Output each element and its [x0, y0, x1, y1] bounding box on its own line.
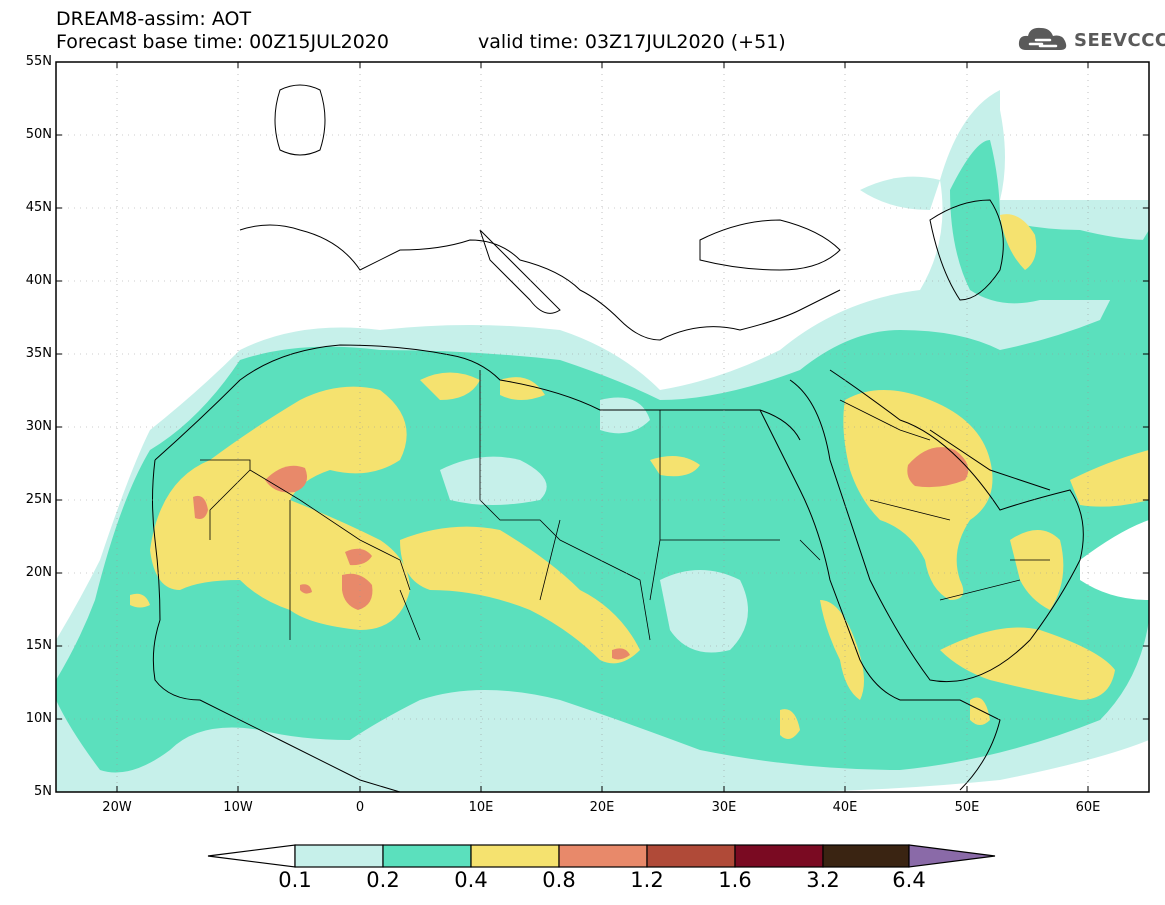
- lat-label: 25N: [25, 492, 52, 507]
- lon-label: 20E: [589, 800, 615, 815]
- colorbar-label: 0.1: [278, 868, 312, 892]
- lon-label: 20W: [102, 800, 132, 815]
- lon-label: 50E: [954, 800, 980, 815]
- colorbar-bin-0.4-0.8: [470, 844, 560, 868]
- colorbar-label: 0.4: [454, 868, 488, 892]
- aot-region-0.8-1.2: [265, 465, 308, 493]
- lon-label: 30E: [711, 800, 737, 815]
- lat-label: 15N: [25, 638, 52, 653]
- grid-lines: [56, 62, 1149, 792]
- lat-label: 40N: [25, 273, 52, 288]
- colorbar-bin-0.1-0.2: [294, 844, 384, 868]
- chart-title: DREAM8-assim: AOT: [56, 8, 252, 30]
- colorbar-label: 1.2: [630, 868, 664, 892]
- forecast-base-time: Forecast base time: 00Z15JUL2020: [56, 31, 389, 53]
- coastline-west-africa: [152, 459, 401, 792]
- lat-label: 5N: [34, 784, 52, 799]
- coastline-italy: [479, 229, 561, 314]
- colorbar-bin-1.2-1.6: [646, 844, 736, 868]
- cloud-icon: [1018, 27, 1067, 50]
- valid-time: valid time: 03Z17JUL2020 (+51): [478, 31, 786, 53]
- colorbar-label: 0.2: [366, 868, 400, 892]
- colorbar-arrow-right: [908, 844, 996, 868]
- coastline-horn-africa: [900, 699, 1001, 791]
- border-lines: [200, 370, 1050, 641]
- colorbar: [207, 844, 996, 868]
- coastline-britain: [274, 84, 326, 156]
- lon-label: 40E: [832, 800, 858, 815]
- coastline-north-africa: [154, 344, 801, 461]
- lat-label: 50N: [25, 127, 52, 142]
- aot-region-0.2-0.4: [56, 230, 1149, 773]
- colorbar-label: 0.8: [542, 868, 576, 892]
- aot-region-0.4-0.8: [150, 386, 410, 630]
- coastline-persian-gulf: [929, 429, 1051, 491]
- lon-label: 60E: [1075, 800, 1101, 815]
- lat-label: 35N: [25, 346, 52, 361]
- coastline-red-sea: [759, 409, 901, 701]
- colorbar-bin-3.2-6.4: [822, 844, 910, 868]
- lat-label: 30N: [25, 419, 52, 434]
- lon-label: 0: [355, 800, 365, 815]
- colorbar-label: 1.6: [718, 868, 752, 892]
- logo-text: SEEVCCC: [1074, 30, 1165, 51]
- lat-label: 45N: [25, 200, 52, 215]
- colorbar-bin-0.8-1.2: [558, 844, 648, 868]
- coastline-arabia: [789, 369, 1084, 683]
- lat-label: 10N: [25, 711, 52, 726]
- lat-label: 20N: [25, 565, 52, 580]
- coastline-europe: [239, 224, 841, 341]
- colorbar-arrow-left: [207, 844, 296, 868]
- colorbar-bin-0.2-0.4: [382, 844, 472, 868]
- lon-label: 10E: [468, 800, 494, 815]
- colorbar-bin-1.6-3.2: [734, 844, 824, 868]
- lon-label: 10W: [223, 800, 253, 815]
- lat-label: 55N: [25, 54, 52, 69]
- coastline-caspian: [929, 199, 1004, 301]
- colorbar-label: 6.4: [892, 868, 926, 892]
- axis-ticks: [56, 61, 1149, 793]
- seevccc-logo: SEEVCCC: [1016, 22, 1165, 58]
- colorbar-label: 3.2: [806, 868, 840, 892]
- coastline-black-sea: [699, 219, 841, 271]
